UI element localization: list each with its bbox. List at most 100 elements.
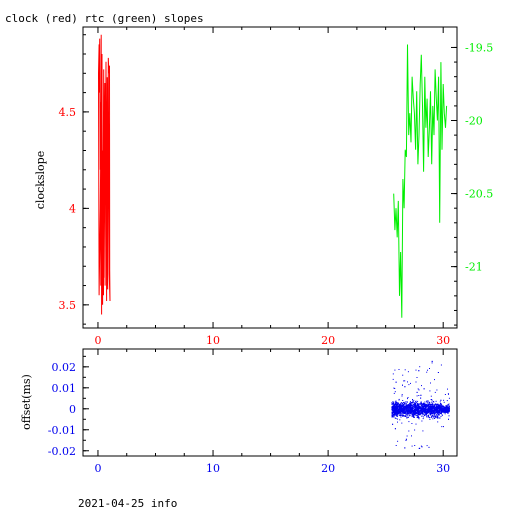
offset-point xyxy=(436,405,438,407)
offset-point xyxy=(417,414,419,416)
offset-point xyxy=(427,401,429,403)
offset-point xyxy=(393,411,394,413)
offset-point xyxy=(428,446,430,448)
offset-point xyxy=(393,407,395,409)
offset-point xyxy=(392,405,394,407)
offset-point xyxy=(435,403,437,405)
offset-point xyxy=(418,407,420,409)
offset-point xyxy=(412,415,414,417)
offset-point xyxy=(427,409,429,411)
offset-point xyxy=(429,368,430,369)
offset-point xyxy=(423,409,425,411)
offset-point xyxy=(394,417,396,419)
offset-point xyxy=(396,404,398,406)
offset-point xyxy=(413,412,415,414)
offset-point xyxy=(408,414,410,416)
offset-point xyxy=(404,406,406,407)
offset-point xyxy=(417,411,418,413)
offset-point xyxy=(410,410,412,412)
offset-point xyxy=(414,411,416,413)
offset-point xyxy=(416,412,418,414)
slope-x-axis: 0 10 20 30 xyxy=(94,27,450,347)
offset-point xyxy=(412,407,414,409)
offset-point xyxy=(407,414,409,416)
offset-point xyxy=(437,412,439,414)
offset-point xyxy=(412,410,414,412)
offset-point xyxy=(404,403,406,405)
offset-point xyxy=(424,404,426,406)
offset-point xyxy=(411,414,413,416)
offset-point xyxy=(408,407,409,409)
offset-point xyxy=(437,405,439,407)
offset-point xyxy=(402,400,404,401)
offset-point xyxy=(417,400,419,402)
offset-point xyxy=(398,411,400,413)
offset-point xyxy=(408,411,410,413)
offset-point xyxy=(398,407,400,408)
offset-point xyxy=(437,421,439,423)
offset-point xyxy=(427,405,429,407)
offset-point xyxy=(432,412,434,414)
offset-point xyxy=(418,413,420,415)
offset-point xyxy=(410,404,412,406)
offset-point xyxy=(437,416,439,418)
y2-tick-label: -20 xyxy=(465,115,483,128)
offset-point xyxy=(430,399,432,400)
offset-point xyxy=(425,406,427,408)
offset-point xyxy=(407,413,409,415)
offset-point xyxy=(431,399,433,401)
offset-point xyxy=(444,408,446,410)
offset-point xyxy=(439,404,441,406)
offset-point xyxy=(417,406,418,408)
offset-point xyxy=(446,411,447,413)
offset-point xyxy=(436,410,438,412)
offset-point xyxy=(411,412,413,414)
offset-point xyxy=(439,401,441,403)
offset-point xyxy=(403,411,405,413)
offset-point xyxy=(446,411,448,413)
offset-point xyxy=(414,406,416,408)
offset-panel: 0 10 20 30 -0.02 -0.01 0 0.01 0.02 offset(ms) xyxy=(20,348,458,475)
offset-point xyxy=(432,415,434,417)
offset-point xyxy=(431,412,433,414)
offset-x-axis: 0 10 20 30 xyxy=(94,349,450,475)
offset-point xyxy=(444,406,446,408)
offset-point xyxy=(440,403,442,405)
offset-point xyxy=(422,412,424,414)
offset-point xyxy=(434,404,436,406)
offset-point xyxy=(391,406,393,408)
offset-point xyxy=(408,384,410,386)
offset-point xyxy=(429,401,431,403)
offset-point xyxy=(435,409,437,411)
offset-point xyxy=(398,404,400,406)
offset-point xyxy=(437,408,439,410)
offset-point xyxy=(394,412,396,414)
offset-point xyxy=(429,411,431,413)
offset-point xyxy=(412,402,414,403)
offset-point xyxy=(400,405,402,407)
offset-point xyxy=(421,403,423,405)
offset-point xyxy=(427,416,429,418)
offset-point xyxy=(409,401,411,403)
offset-point xyxy=(404,369,406,371)
offset-point xyxy=(416,404,418,406)
offset-point xyxy=(411,406,413,408)
offset-point xyxy=(403,407,405,409)
offset-point xyxy=(397,421,398,423)
offset-point xyxy=(403,404,405,406)
offset-point xyxy=(419,410,421,412)
offset-point xyxy=(392,406,394,408)
offset-point xyxy=(397,406,399,408)
offset-point xyxy=(429,411,431,413)
offset-point xyxy=(424,406,426,408)
offset-y-axis: -0.02 -0.01 0 0.01 0.02 xyxy=(48,355,89,458)
offset-point xyxy=(427,407,429,409)
offset-point xyxy=(407,371,409,373)
offset-point xyxy=(399,409,401,411)
offset-point xyxy=(410,402,412,404)
offset-point xyxy=(425,413,427,415)
offset-point xyxy=(424,403,426,405)
offset-point xyxy=(431,417,433,419)
offset-point xyxy=(421,446,423,448)
